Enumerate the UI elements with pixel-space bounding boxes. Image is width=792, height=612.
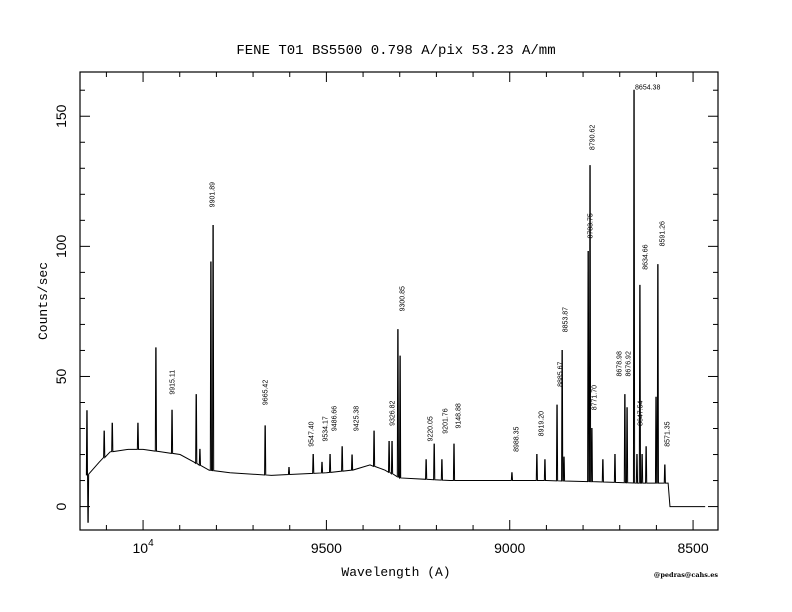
axis-tick-labels: 104 9500 9000 8500 0 50 100 150	[53, 104, 709, 556]
line-annotation: 9220.05	[428, 416, 435, 441]
x-tick-label: 9500	[311, 540, 342, 556]
spectrum-line	[85, 89, 706, 523]
line-annotation: 8571.35	[665, 421, 672, 446]
y-tick-label: 0	[53, 502, 69, 510]
x-axis-label: Wavelength (A)	[341, 565, 450, 580]
line-annotation: 8647.54	[637, 400, 644, 425]
line-annotation: 8591.26	[659, 221, 666, 246]
y-tick-label: 150	[53, 104, 69, 128]
line-annotation: 9148.88	[456, 403, 463, 428]
y-tick-label: 50	[53, 368, 69, 384]
line-annotation: 9425.38	[354, 406, 361, 431]
line-annotations: 9915.11 9901.89 9665.42 9547.40 9534.17 9486.…	[170, 85, 672, 452]
line-annotation: 9326.82	[390, 400, 397, 425]
line-annotation: 8853.87	[563, 307, 570, 332]
line-annotation: 8678.98	[617, 351, 624, 376]
line-annotation: 9486.66	[332, 406, 339, 431]
line-annotation: 9534.17	[322, 416, 329, 441]
line-annotation: 9901.89	[210, 182, 217, 207]
line-annotation: 8654.38	[635, 85, 660, 92]
line-annotation: 8885.67	[557, 361, 564, 386]
line-annotation: 8783.75	[588, 213, 595, 238]
line-annotation: 9915.11	[170, 370, 177, 395]
line-annotation: 8919.20	[538, 411, 545, 436]
line-annotation: 9547.40	[309, 421, 316, 446]
line-annotation: 9300.85	[399, 286, 406, 311]
line-annotation: 8988.35	[513, 427, 520, 452]
y-tick-label: 100	[53, 234, 69, 258]
x-tick-label: 8500	[677, 540, 708, 556]
x-tick-label: 9000	[494, 540, 525, 556]
line-annotation: 8676.92	[626, 351, 633, 376]
line-annotation: 9201.76	[443, 408, 450, 433]
plot-frame	[79, 71, 719, 531]
chart-title: FENE T01 BS5500 0.798 A/pix 53.23 A/mm	[236, 43, 555, 59]
line-annotation: 8771.70	[592, 385, 599, 410]
line-annotation: 9665.42	[263, 380, 270, 405]
axis-ticks	[80, 72, 718, 530]
credit-text: @pedras@cahs.es	[654, 571, 718, 579]
line-annotation: 8790.62	[589, 125, 596, 150]
y-axis-label: Counts/sec	[36, 262, 51, 340]
line-annotation: 8634.66	[643, 244, 650, 269]
x-tick-label: 104	[132, 538, 154, 556]
